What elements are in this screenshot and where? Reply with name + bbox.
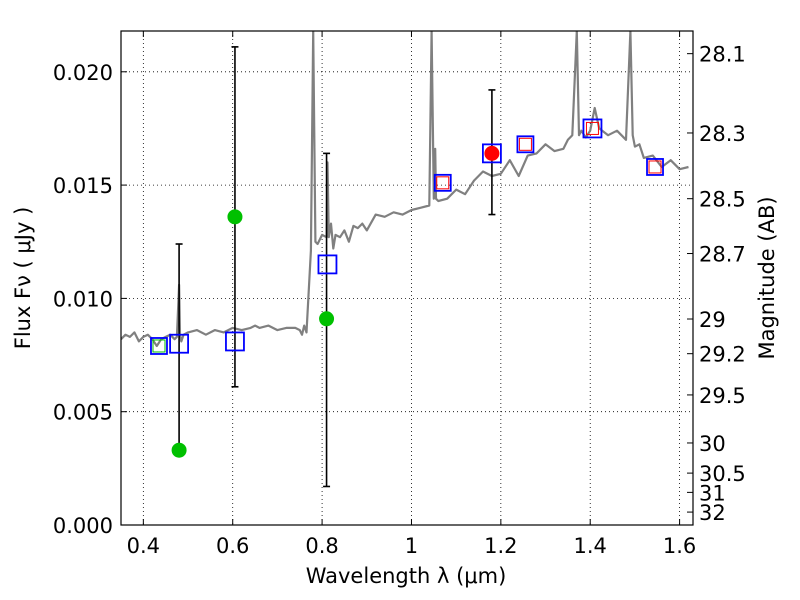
inner-square — [648, 160, 662, 174]
model-photometry-square — [516, 135, 535, 154]
mag-tick-label: 29 — [699, 308, 726, 332]
x-tick-label: 1.2 — [484, 534, 517, 558]
model-photometry-square — [433, 173, 452, 192]
mag-tick-label: 28.5 — [699, 188, 746, 212]
plot-background — [121, 31, 693, 525]
mag-tick-label: 31 — [699, 481, 726, 505]
x-axis-label: Wavelength λ (μm) — [306, 564, 507, 588]
x-tick-label: 0.4 — [127, 534, 160, 558]
mag-tick-label: 32 — [699, 501, 726, 525]
y-tick-label: 0.010 — [53, 287, 113, 311]
model-photometry-square — [150, 337, 168, 355]
x-tick-label: 0.8 — [305, 534, 338, 558]
inner-square — [436, 176, 450, 190]
y-tick-label: 0.020 — [53, 61, 113, 85]
y-axis-label: Flux Fν ( μJy ) — [11, 207, 35, 350]
y-tick-label: 0.000 — [53, 514, 113, 538]
mag-tick-label: 30.5 — [699, 462, 746, 486]
data-point — [319, 311, 335, 327]
data-point — [171, 442, 187, 458]
model-photometry-square — [225, 331, 245, 352]
inner-square — [585, 121, 599, 135]
data-point — [227, 209, 243, 225]
model-photometry-square — [582, 118, 603, 139]
model-photometry-square — [317, 254, 338, 275]
plot-frame — [120, 30, 694, 526]
x-tick-label: 1.6 — [663, 534, 696, 558]
x-tick-label: 1 — [405, 534, 418, 558]
mag-tick-label: 29.5 — [699, 384, 746, 408]
y2-axis-label: Magnitude (AB) — [755, 196, 779, 359]
mag-tick-label: 30 — [699, 432, 726, 456]
model-photometry-square — [169, 333, 189, 354]
mag-tick-label: 28.7 — [699, 243, 746, 267]
x-tick-label: 1.4 — [574, 534, 607, 558]
mag-tick-label: 29.2 — [699, 343, 746, 367]
model-photometry-square — [646, 158, 664, 176]
inner-square — [152, 339, 166, 353]
model-photometry-square — [482, 143, 502, 164]
inner-square — [518, 137, 532, 151]
y-tick-label: 0.005 — [53, 401, 113, 425]
mag-tick-label: 28.1 — [699, 43, 746, 67]
marker-layer — [150, 46, 664, 488]
mag-tick-label: 28.3 — [699, 122, 746, 146]
x-tick-label: 0.6 — [216, 534, 249, 558]
ticks: 0.4 0.6 0.8 1 1.2 1.4 1.6 0.000 0.005 0.010 0.015 0… — [53, 31, 746, 558]
y-tick-label: 0.015 — [53, 174, 113, 198]
data-point — [484, 145, 500, 161]
